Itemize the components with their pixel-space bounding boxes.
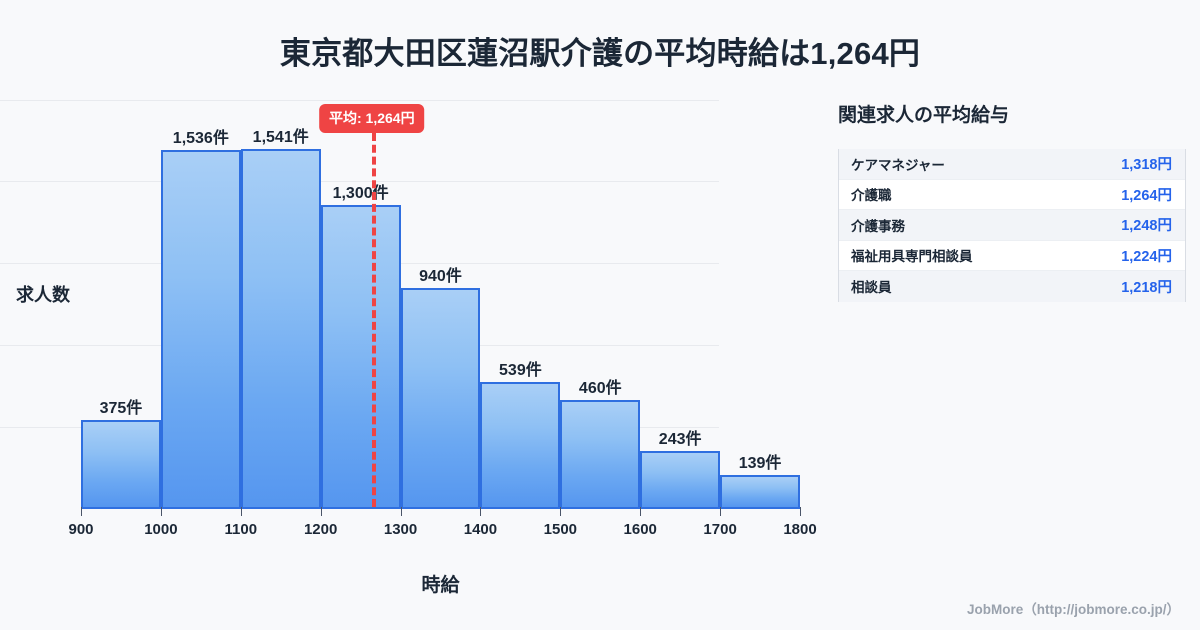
histogram-bar: 139件 <box>720 455 800 507</box>
histogram-bar: 460件 <box>560 380 641 507</box>
x-axis-tick <box>640 507 642 516</box>
y-axis-title: 求人数 <box>16 285 70 305</box>
gridline <box>0 100 719 101</box>
histogram-bar: 1,300件 <box>320 185 401 507</box>
x-axis-tick-label: 1600 <box>623 521 657 538</box>
x-axis-tick <box>720 507 722 516</box>
x-axis-tick-label: 1200 <box>303 521 338 538</box>
x-axis-tick-label: 1100 <box>224 521 258 538</box>
x-axis-tick <box>320 507 322 516</box>
salary-table-row: 介護職 1,264円 <box>839 179 1185 210</box>
x-axis-tick-label: 900 <box>68 521 94 538</box>
bar-value-label: 375件 <box>99 399 143 417</box>
histogram-bar: 940件 <box>400 268 481 507</box>
histogram-bar: 1,536件 <box>160 130 241 507</box>
x-axis-tick <box>240 507 242 516</box>
x-axis-tick-label: 1700 <box>703 521 737 538</box>
bar-value-label: 1,536件 <box>172 129 229 147</box>
salary-job-name: 相談員 <box>851 280 892 296</box>
salary-job-name: 福祉用具専門相談員 <box>851 249 973 265</box>
salary-value: 1,318円 <box>1121 157 1172 174</box>
salary-value: 1,248円 <box>1121 218 1172 235</box>
x-axis-tick-label: 1400 <box>463 521 498 538</box>
x-axis-tick <box>480 507 482 516</box>
histogram-bar: 243件 <box>640 431 721 507</box>
salary-table-row: ケアマネジャー 1,318円 <box>839 149 1185 180</box>
average-badge: 平均: 1,264円 <box>318 104 425 133</box>
salary-value: 1,218円 <box>1121 279 1172 296</box>
salary-value: 1,264円 <box>1121 187 1172 204</box>
gridline <box>0 181 719 182</box>
x-axis-tick <box>160 507 162 516</box>
x-axis-tick <box>400 507 402 516</box>
x-axis-tick <box>560 507 562 516</box>
bar-value-label: 1,300件 <box>332 184 389 202</box>
salary-table-row: 介護事務 1,248円 <box>839 210 1185 241</box>
salary-job-name: 介護事務 <box>851 218 905 234</box>
histogram-chart: 375件 1,536件 1,541件 1,300件 940件 539件 460件 243件 13… <box>0 100 817 596</box>
x-axis-tick <box>81 507 82 516</box>
sidebar-title: 関連求人の平均給与 <box>838 105 1010 126</box>
x-axis-tick-label: 1300 <box>383 521 418 538</box>
salary-table-row: 相談員 1,218円 <box>839 271 1185 302</box>
salary-job-name: ケアマネジャー <box>851 157 945 173</box>
x-axis-tick-label: 1800 <box>783 521 817 538</box>
salary-value: 1,224円 <box>1121 248 1172 265</box>
x-axis-line <box>81 507 800 509</box>
salary-table-row: 福祉用具専門相談員 1,224円 <box>839 240 1185 271</box>
footer-watermark: JobMore（http://jobmore.co.jp/） <box>967 602 1180 617</box>
x-axis-tick-label: 1000 <box>144 521 178 538</box>
bar-value-label: 1,541件 <box>252 128 309 146</box>
bar-value-label: 539件 <box>499 361 542 379</box>
plot-area: 375件 1,536件 1,541件 1,300件 940件 539件 460件 243件 13… <box>81 100 800 507</box>
average-marker-line <box>371 133 376 507</box>
salary-job-name: 介護職 <box>851 188 892 204</box>
histogram-bar: 539件 <box>480 362 561 507</box>
x-axis-tick-label: 1500 <box>543 521 578 538</box>
x-axis-title: 時給 <box>421 575 460 596</box>
histogram-bar: 375件 <box>81 400 161 507</box>
histogram-bar: 1,541件 <box>240 129 321 507</box>
related-salary-panel: 関連求人の平均給与 ケアマネジャー 1,318円介護職 1,264円介護事務 1,24… <box>838 100 1186 302</box>
bar-value-label: 139件 <box>738 454 782 472</box>
bar-value-label: 940件 <box>419 268 462 286</box>
x-axis-tick <box>800 507 801 516</box>
salary-table: ケアマネジャー 1,318円介護職 1,264円介護事務 1,248円福祉用具専門相談… <box>838 149 1186 302</box>
page-title: 東京都大田区蓮沼駅介護の平均時給は1,264円 <box>279 36 921 71</box>
bar-value-label: 460件 <box>578 380 622 398</box>
bar-value-label: 243件 <box>658 430 702 448</box>
